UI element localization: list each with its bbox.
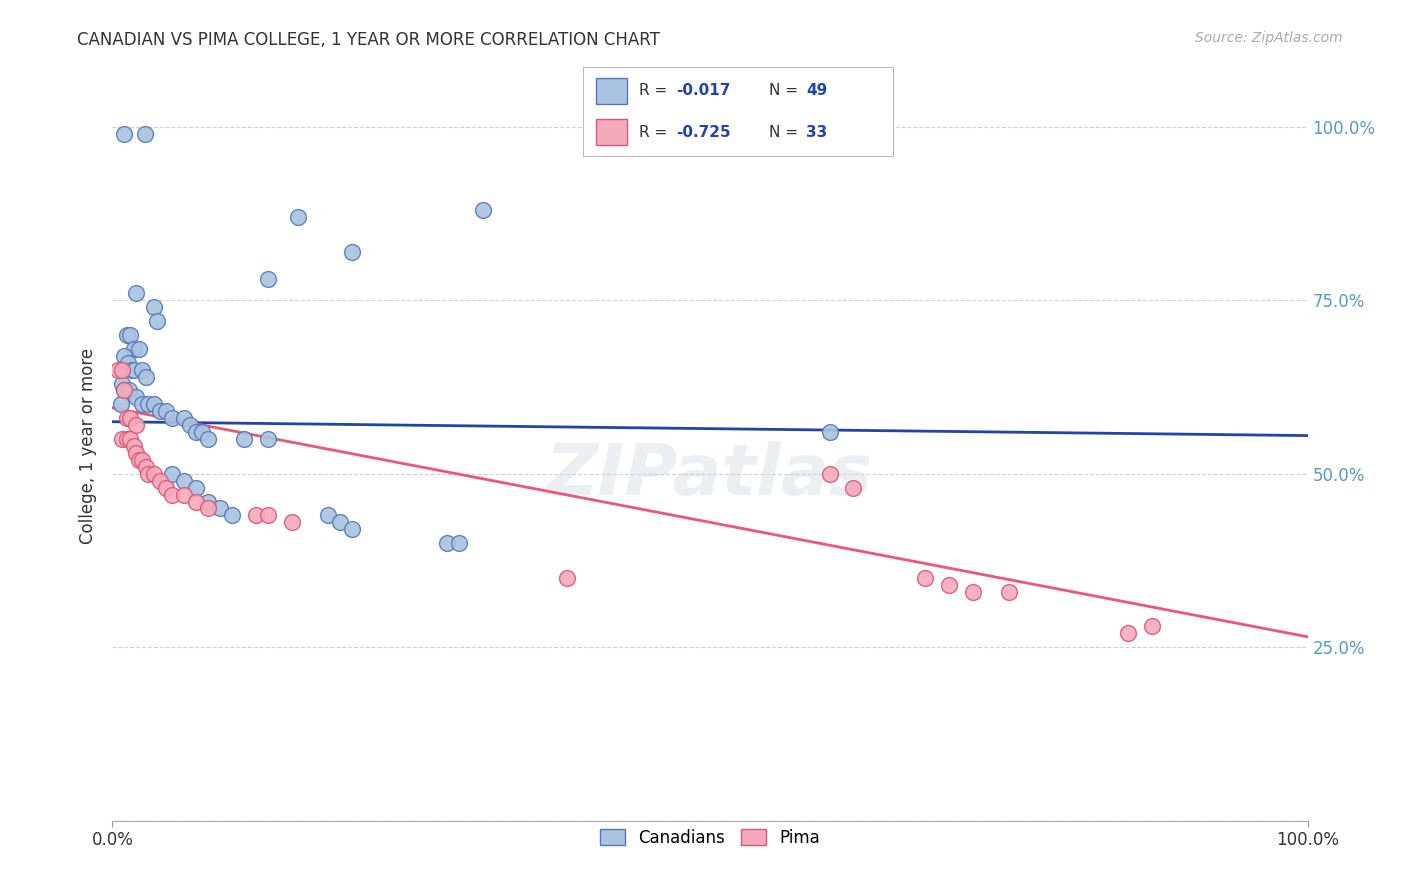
Point bbox=[245, 508, 267, 523]
Point bbox=[281, 516, 304, 530]
Text: CANADIAN VS PIMA COLLEGE, 1 YEAR OR MORE CORRELATION CHART: CANADIAN VS PIMA COLLEGE, 1 YEAR OR MORE… bbox=[77, 31, 661, 49]
Point bbox=[257, 432, 280, 446]
Point bbox=[155, 481, 177, 495]
Point bbox=[128, 342, 150, 356]
Point bbox=[998, 584, 1021, 599]
Point bbox=[155, 404, 177, 418]
Text: -0.725: -0.725 bbox=[676, 125, 731, 139]
Point bbox=[173, 411, 195, 425]
Point bbox=[114, 384, 135, 398]
Point bbox=[962, 584, 984, 599]
Text: 49: 49 bbox=[806, 84, 828, 98]
Point bbox=[162, 467, 183, 481]
Point bbox=[197, 501, 219, 516]
Point bbox=[186, 494, 208, 508]
Point bbox=[555, 571, 578, 585]
Point bbox=[436, 536, 458, 550]
Point bbox=[122, 342, 145, 356]
Point bbox=[186, 481, 208, 495]
Point bbox=[134, 127, 156, 141]
Point bbox=[447, 536, 470, 550]
Point bbox=[115, 328, 138, 343]
Point bbox=[143, 397, 166, 411]
Point bbox=[122, 362, 145, 376]
Point bbox=[173, 474, 195, 488]
Point bbox=[340, 522, 363, 536]
Point bbox=[107, 362, 129, 376]
Text: R =: R = bbox=[640, 84, 672, 98]
Text: 33: 33 bbox=[806, 125, 828, 139]
Point bbox=[114, 384, 135, 398]
Point bbox=[120, 411, 142, 425]
Point bbox=[135, 369, 157, 384]
Y-axis label: College, 1 year or more: College, 1 year or more bbox=[79, 348, 97, 544]
Point bbox=[110, 397, 132, 411]
Point bbox=[114, 349, 135, 363]
Point bbox=[186, 425, 208, 439]
Point bbox=[128, 453, 150, 467]
Point bbox=[329, 516, 352, 530]
Point bbox=[914, 571, 936, 585]
FancyBboxPatch shape bbox=[596, 119, 627, 145]
Point bbox=[472, 203, 495, 218]
Point bbox=[111, 432, 134, 446]
Point bbox=[120, 432, 142, 446]
Point bbox=[197, 432, 219, 446]
Point bbox=[197, 494, 219, 508]
Point bbox=[316, 508, 339, 523]
Point bbox=[118, 384, 141, 398]
Point bbox=[125, 286, 148, 301]
Point bbox=[145, 314, 167, 328]
Point bbox=[818, 425, 841, 439]
Point bbox=[122, 439, 145, 453]
Point bbox=[143, 467, 166, 481]
Point bbox=[938, 578, 960, 592]
Point bbox=[125, 446, 148, 460]
Point bbox=[117, 356, 139, 370]
Point bbox=[143, 300, 166, 314]
Point bbox=[149, 474, 172, 488]
Point bbox=[135, 459, 157, 474]
Point bbox=[149, 404, 172, 418]
Text: Source: ZipAtlas.com: Source: ZipAtlas.com bbox=[1195, 31, 1343, 45]
Point bbox=[111, 376, 134, 391]
Point bbox=[173, 487, 195, 501]
Point bbox=[1118, 626, 1140, 640]
Point bbox=[125, 391, 148, 405]
Point bbox=[125, 418, 148, 433]
Point bbox=[162, 487, 183, 501]
Point bbox=[131, 397, 153, 411]
Point bbox=[131, 453, 153, 467]
Legend: Canadians, Pima: Canadians, Pima bbox=[593, 822, 827, 854]
Point bbox=[179, 418, 201, 433]
Point bbox=[138, 467, 160, 481]
Point bbox=[131, 362, 153, 376]
Point bbox=[138, 397, 160, 411]
Point bbox=[257, 508, 280, 523]
Point bbox=[162, 411, 183, 425]
Point bbox=[287, 210, 309, 224]
Point bbox=[842, 481, 865, 495]
Point bbox=[257, 272, 280, 286]
Point bbox=[818, 467, 841, 481]
Point bbox=[115, 411, 138, 425]
Point bbox=[120, 328, 142, 343]
Point bbox=[221, 508, 243, 523]
Point bbox=[340, 244, 363, 259]
Text: ZIPatlas: ZIPatlas bbox=[547, 442, 873, 510]
Point bbox=[233, 432, 256, 446]
Point bbox=[121, 362, 143, 376]
Point bbox=[114, 127, 135, 141]
Point bbox=[115, 432, 138, 446]
Point bbox=[191, 425, 214, 439]
Text: N =: N = bbox=[769, 125, 803, 139]
Point bbox=[1142, 619, 1164, 633]
Point bbox=[209, 501, 232, 516]
Text: N =: N = bbox=[769, 84, 803, 98]
FancyBboxPatch shape bbox=[596, 78, 627, 104]
Text: R =: R = bbox=[640, 125, 672, 139]
Text: -0.017: -0.017 bbox=[676, 84, 731, 98]
Point bbox=[111, 362, 134, 376]
